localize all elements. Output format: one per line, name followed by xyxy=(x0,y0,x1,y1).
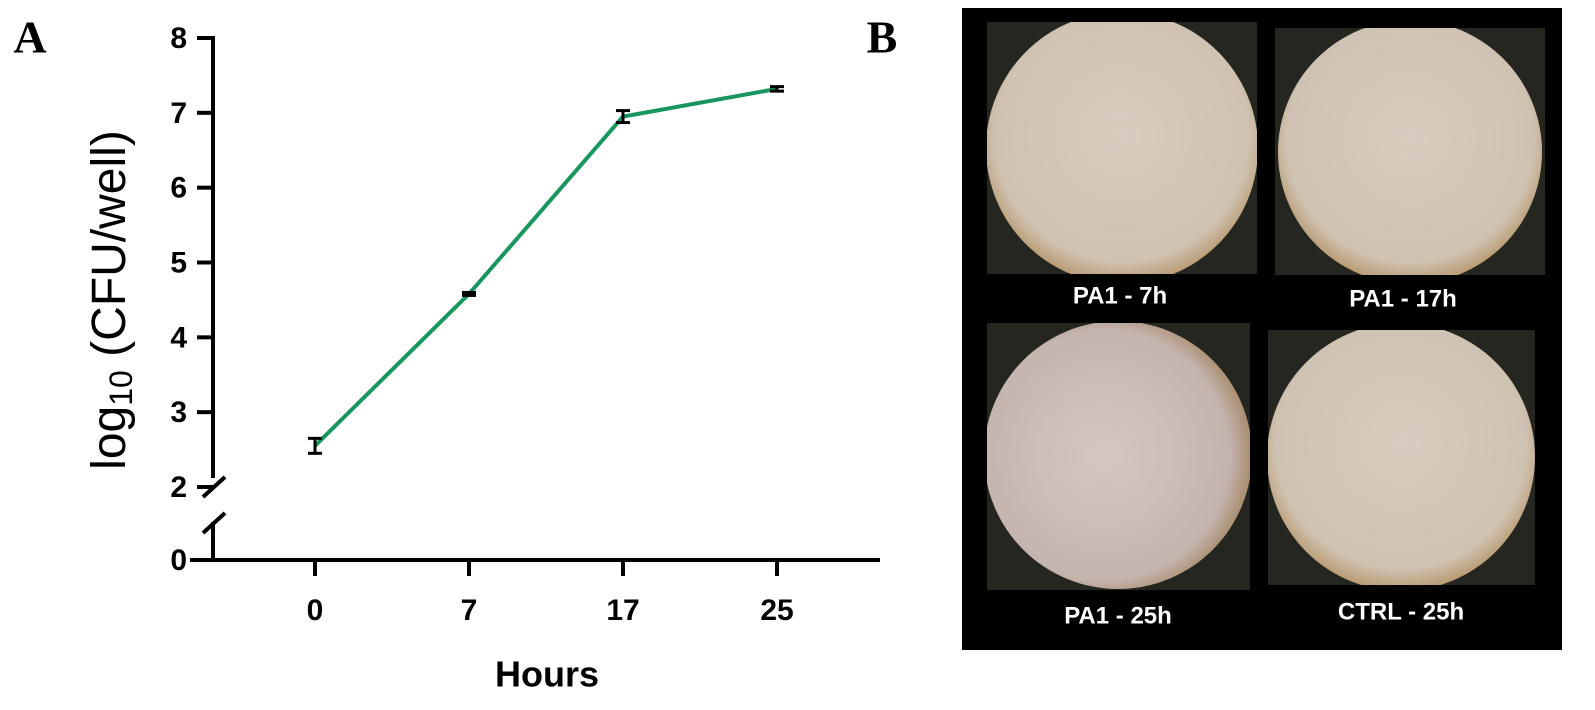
micrograph xyxy=(1275,28,1545,275)
x-tick-label: 17 xyxy=(606,594,639,627)
y-axis-label-base: log xyxy=(83,406,136,470)
y-tick-label: 6 xyxy=(170,172,187,205)
y-tick-label: 8 xyxy=(170,22,187,55)
x-axis-label: Hours xyxy=(495,654,599,695)
error-bar xyxy=(308,436,322,455)
image-caption: CTRL - 25h xyxy=(1338,598,1464,625)
error-bar xyxy=(462,290,476,297)
x-tick-label: 0 xyxy=(307,594,324,627)
micrograph xyxy=(1268,330,1535,585)
image-caption: PA1 - 25h xyxy=(1064,602,1172,629)
y-tick-label: 4 xyxy=(170,321,187,354)
x-tick-label: 25 xyxy=(760,594,793,627)
image-caption: PA1 - 7h xyxy=(1073,282,1167,309)
error-bar xyxy=(770,85,784,93)
chart: 0 2 3 4 5 6 7 8 0 7 17 25 Hours log10 (CFU/well) xyxy=(83,22,880,695)
y-axis-label-subscript: 10 xyxy=(103,370,139,406)
micrograph xyxy=(987,22,1257,274)
y-axis-label: log10 (CFU/well) xyxy=(83,130,140,470)
panel-label: A xyxy=(13,12,46,63)
error-bar xyxy=(616,109,630,125)
axis-break xyxy=(201,511,227,535)
x-tick-label: 7 xyxy=(461,594,478,627)
y-tick-label: 5 xyxy=(170,246,187,279)
panel-label: B xyxy=(867,12,898,63)
y-tick-label: 7 xyxy=(170,97,187,130)
y-tick-label: 0 xyxy=(170,544,187,577)
micrograph xyxy=(987,323,1250,590)
line xyxy=(313,86,778,448)
axis-break xyxy=(201,475,227,499)
y-tick-label: 2 xyxy=(170,471,187,504)
y-tick-label: 3 xyxy=(170,396,187,429)
image-caption: PA1 - 17h xyxy=(1349,285,1457,312)
y-axis-label-rest: (CFU/well) xyxy=(83,130,136,370)
